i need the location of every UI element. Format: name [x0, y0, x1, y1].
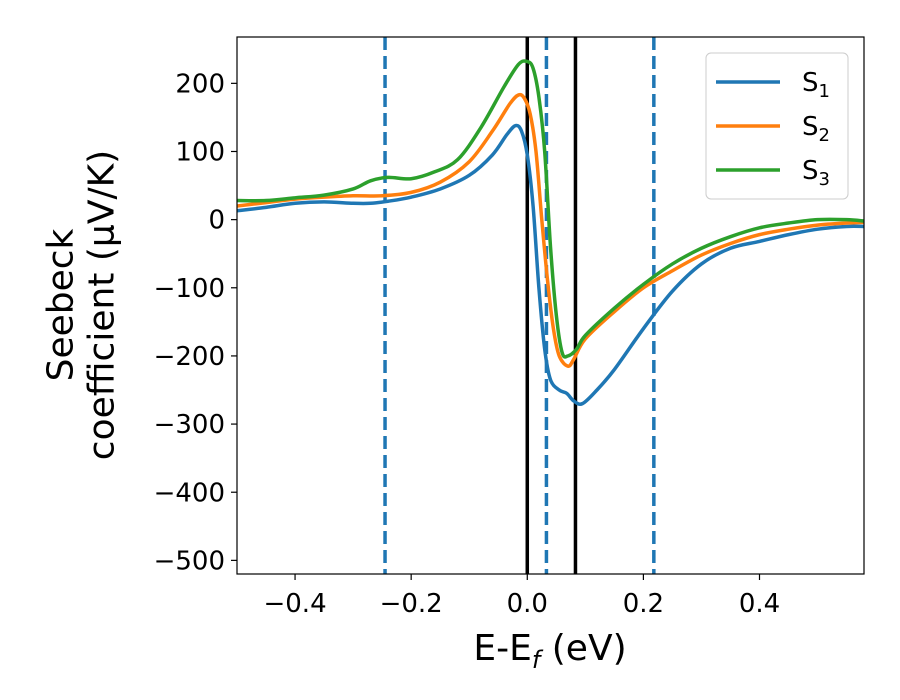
legend-label-s2: S2 — [802, 112, 830, 146]
reference-lines — [383, 37, 656, 574]
series-line-s3 — [237, 59, 864, 359]
x-tick-label: 0.0 — [507, 589, 548, 619]
x-tick-label: 0.2 — [623, 589, 664, 619]
y-axis-title-line2: coefficient (μV/K) — [82, 150, 123, 460]
y-tick-label: −300 — [154, 410, 225, 440]
series-line-s2 — [237, 92, 864, 368]
y-tick-label: −400 — [154, 478, 225, 508]
x-axis: −0.4 −0.2 0.0 0.2 0.4 — [263, 574, 780, 619]
y-axis: 200 100 0 −100 −200 −300 −400 −500 — [154, 69, 237, 576]
legend-label-s3: S3 — [802, 156, 830, 190]
x-tick-label: 0.4 — [739, 589, 780, 619]
y-tick-label: −100 — [154, 274, 225, 304]
y-tick-label: 0 — [208, 206, 225, 236]
y-tick-label: 200 — [175, 69, 225, 99]
x-axis-title: E-Ef (eV) — [473, 628, 626, 674]
x-tick-label: −0.4 — [263, 589, 326, 619]
y-tick-label: 100 — [175, 138, 225, 168]
x-tick-label: −0.2 — [380, 589, 443, 619]
series-lines — [237, 59, 864, 406]
legend: S1 S2 S3 — [705, 52, 849, 200]
series-line-s1 — [237, 123, 864, 406]
y-tick-label: −500 — [154, 546, 225, 576]
y-axis-title-line1: Seebeck — [41, 228, 82, 381]
plot-frame — [236, 36, 865, 575]
y-tick-label: −200 — [154, 342, 225, 372]
legend-label-s1: S1 — [802, 68, 830, 102]
